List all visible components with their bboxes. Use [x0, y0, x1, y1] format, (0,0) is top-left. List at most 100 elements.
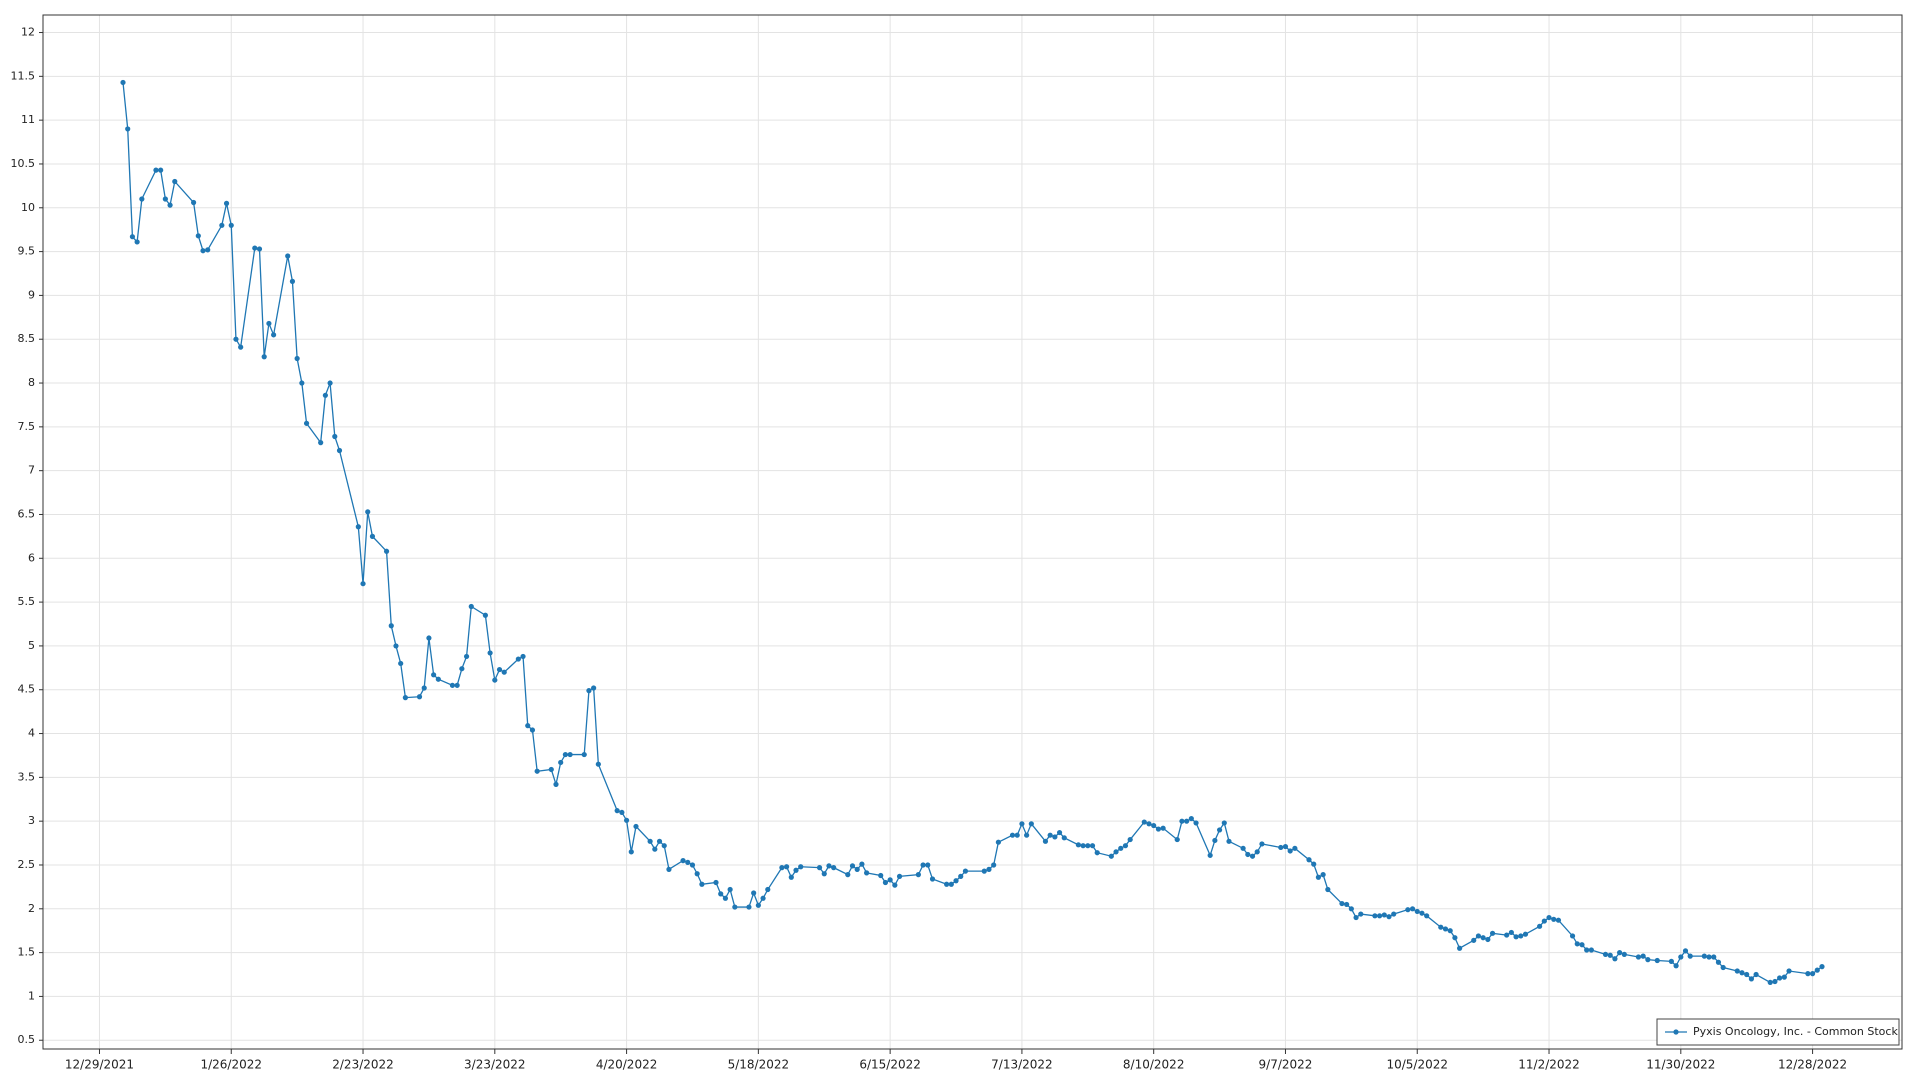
marker — [1216, 827, 1223, 833]
marker — [252, 245, 258, 251]
marker — [1711, 954, 1717, 960]
marker — [826, 863, 832, 869]
marker — [788, 874, 794, 880]
marker — [1819, 964, 1825, 970]
legend: Pyxis Oncology, Inc. - Common Stock — [1656, 1018, 1900, 1046]
marker — [1419, 910, 1425, 916]
marker — [1654, 957, 1660, 964]
marker — [1786, 968, 1792, 974]
y-tick-label: 5 — [28, 639, 35, 652]
marker — [431, 672, 437, 678]
marker — [699, 881, 705, 887]
marker — [1508, 929, 1514, 936]
marker — [1151, 822, 1157, 829]
marker — [680, 858, 686, 864]
marker — [1306, 857, 1312, 863]
marker — [558, 759, 564, 766]
marker — [1584, 947, 1590, 953]
marker — [271, 332, 277, 338]
marker — [1546, 914, 1552, 921]
marker — [1588, 947, 1594, 953]
y-tick-label: 10 — [21, 201, 35, 214]
marker — [1344, 901, 1350, 908]
marker — [1480, 935, 1486, 941]
marker — [219, 222, 225, 228]
x-tick-label: 1/26/2022 — [200, 1058, 262, 1072]
marker — [1325, 886, 1331, 893]
marker — [1386, 914, 1392, 920]
marker — [1513, 934, 1519, 940]
marker — [929, 876, 936, 882]
y-tick-label: 11 — [21, 113, 35, 126]
marker — [388, 623, 394, 629]
marker — [1094, 850, 1100, 856]
marker — [962, 868, 969, 874]
marker — [713, 879, 719, 886]
marker — [158, 167, 164, 173]
y-tick-label: 3.5 — [18, 770, 36, 783]
marker — [755, 902, 761, 908]
y-tick-label: 2.5 — [18, 858, 36, 871]
marker — [887, 877, 893, 883]
marker — [981, 868, 987, 874]
marker — [1645, 957, 1651, 963]
y-tick-label: 1.5 — [18, 946, 36, 959]
marker — [1122, 843, 1129, 849]
marker — [628, 849, 634, 855]
marker — [821, 871, 827, 877]
marker — [553, 781, 559, 787]
marker — [1047, 832, 1053, 838]
marker — [562, 751, 569, 758]
y-tick-label: 9 — [28, 288, 35, 301]
marker — [1409, 906, 1416, 912]
marker — [402, 695, 408, 701]
marker — [191, 199, 197, 206]
marker — [920, 862, 926, 868]
marker — [398, 660, 404, 667]
marker — [449, 682, 456, 688]
marker — [1141, 819, 1147, 825]
marker — [435, 676, 441, 682]
marker — [986, 866, 992, 872]
marker — [1522, 931, 1529, 937]
marker — [1292, 845, 1298, 851]
y-tick-label: 7 — [28, 464, 35, 477]
marker — [1772, 978, 1778, 985]
marker — [1320, 872, 1326, 878]
marker — [1621, 951, 1627, 957]
marker — [1014, 832, 1020, 838]
marker — [1226, 838, 1232, 844]
marker — [1315, 874, 1322, 880]
marker — [1748, 976, 1754, 982]
marker — [652, 846, 658, 852]
marker — [369, 533, 376, 539]
marker — [233, 336, 239, 342]
marker — [1640, 953, 1646, 959]
x-tick-label: 9/7/2022 — [1259, 1058, 1313, 1072]
marker — [1221, 820, 1227, 826]
marker — [1372, 913, 1378, 919]
marker — [256, 246, 263, 252]
marker — [765, 886, 771, 893]
marker — [1739, 970, 1745, 976]
marker — [454, 682, 460, 688]
marker — [1777, 975, 1783, 981]
marker — [1207, 852, 1213, 858]
marker — [995, 839, 1001, 845]
marker — [153, 167, 159, 173]
marker — [1555, 917, 1562, 923]
marker — [294, 355, 300, 362]
marker — [633, 823, 639, 830]
marker — [1617, 950, 1623, 956]
marker — [459, 666, 465, 672]
marker — [1259, 841, 1265, 847]
marker — [327, 380, 333, 386]
marker — [1042, 838, 1049, 844]
x-tick-label: 3/23/2022 — [464, 1058, 526, 1072]
y-tick-label: 2 — [28, 902, 35, 915]
marker — [718, 891, 724, 897]
marker — [831, 865, 837, 871]
marker — [1376, 913, 1383, 919]
marker — [656, 838, 663, 844]
